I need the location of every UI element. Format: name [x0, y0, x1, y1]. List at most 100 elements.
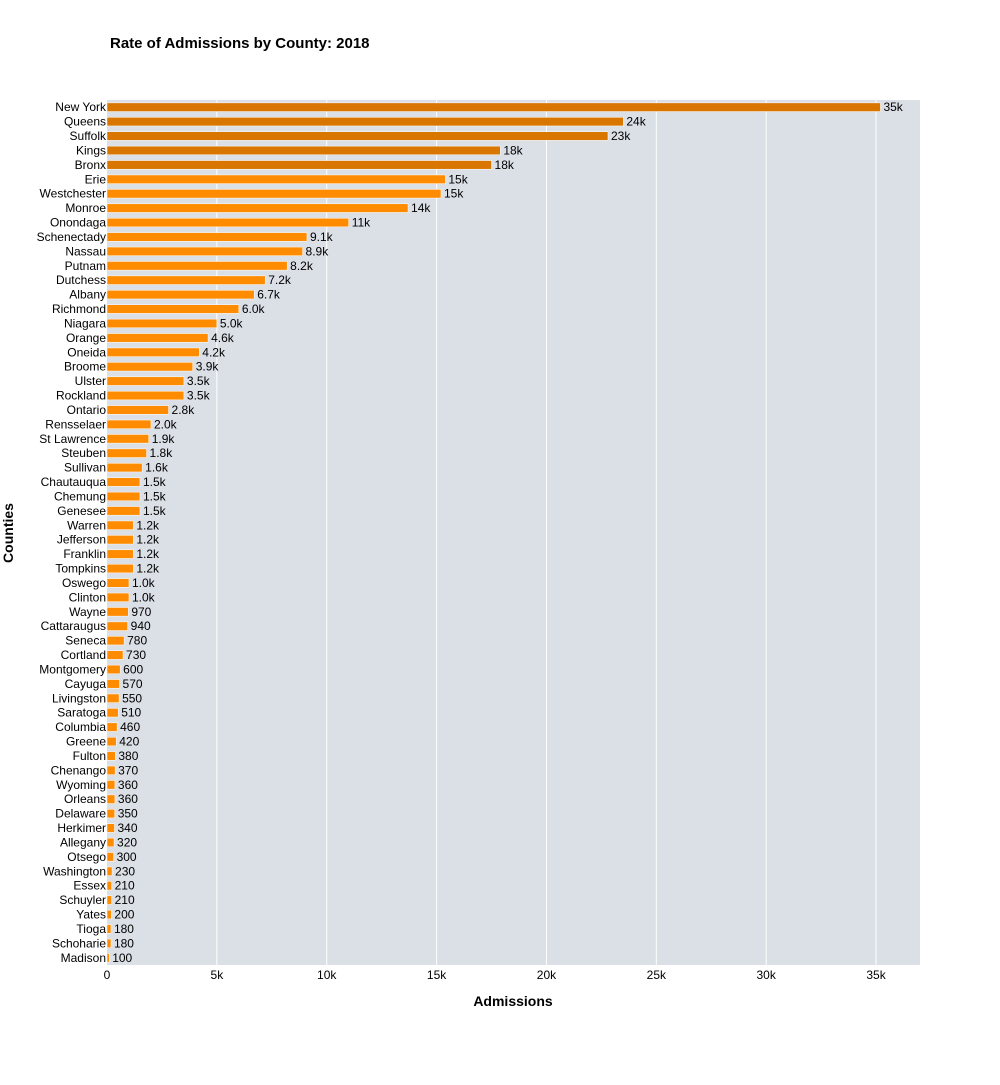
- bar[interactable]: [106, 520, 134, 530]
- bar-value-label: 1.5k: [143, 504, 167, 518]
- y-tick-label: Albany: [69, 288, 106, 302]
- x-axis-ticks: 0 5k 10k 15k 20k 25k 30k 35k: [104, 968, 887, 982]
- bar[interactable]: [106, 318, 218, 329]
- bar-value-label: 300: [117, 850, 137, 864]
- y-tick-label: Suffolk: [70, 129, 107, 143]
- y-tick-label: Clinton: [69, 590, 106, 604]
- y-tick-label: Steuben: [61, 446, 106, 460]
- bar[interactable]: [106, 347, 200, 357]
- bar-value-label: 14k: [411, 201, 431, 215]
- bar-value-label: 1.6k: [145, 461, 169, 475]
- y-tick-label: Otsego: [67, 850, 106, 864]
- bar[interactable]: [106, 160, 492, 170]
- bar[interactable]: [106, 117, 624, 127]
- bar-value-label: 1.2k: [136, 562, 160, 576]
- bar[interactable]: [106, 145, 501, 156]
- bar-value-label: 360: [118, 792, 138, 806]
- y-tick-label: Monroe: [65, 201, 106, 215]
- bar[interactable]: [106, 189, 442, 199]
- bar[interactable]: [106, 881, 112, 891]
- bar[interactable]: [106, 333, 209, 343]
- bar-value-label: 4.6k: [211, 331, 235, 345]
- bar[interactable]: [106, 390, 185, 401]
- bar[interactable]: [106, 131, 609, 141]
- bar[interactable]: [106, 636, 125, 646]
- bar[interactable]: [106, 809, 115, 819]
- y-tick-label: Cortland: [61, 648, 106, 662]
- bar[interactable]: [106, 895, 112, 905]
- bar[interactable]: [106, 419, 152, 429]
- bar[interactable]: [106, 664, 121, 675]
- bar[interactable]: [106, 794, 116, 804]
- bar[interactable]: [106, 751, 116, 761]
- y-tick-label: Greene: [66, 735, 106, 749]
- bar[interactable]: [106, 693, 120, 703]
- bar[interactable]: [106, 217, 349, 228]
- bar[interactable]: [106, 246, 303, 256]
- bar[interactable]: [106, 376, 185, 386]
- bar[interactable]: [106, 650, 124, 660]
- y-tick-label: Livingston: [52, 691, 106, 705]
- bar[interactable]: [106, 290, 255, 300]
- bar[interactable]: [106, 174, 446, 184]
- y-tick-label: St Lawrence: [39, 432, 106, 446]
- bar[interactable]: [106, 261, 288, 271]
- y-tick-label: Cayuga: [65, 677, 107, 691]
- x-tick-label: 15k: [427, 968, 447, 982]
- bar[interactable]: [106, 102, 881, 112]
- chart-title: Rate of Admissions by County: 2018: [110, 35, 370, 52]
- y-tick-label: Jefferson: [57, 533, 106, 547]
- bar[interactable]: [106, 953, 110, 963]
- bar[interactable]: [106, 477, 141, 487]
- y-tick-label: Wayne: [69, 605, 106, 619]
- bar-value-label: 6.0k: [242, 302, 266, 316]
- bar[interactable]: [106, 607, 129, 617]
- y-tick-label: Yates: [76, 908, 106, 922]
- bar[interactable]: [106, 852, 114, 862]
- bar[interactable]: [106, 448, 147, 458]
- bar[interactable]: [106, 708, 119, 718]
- bar-value-label: 380: [118, 749, 138, 763]
- bar[interactable]: [106, 203, 409, 213]
- bar-value-label: 8.9k: [306, 244, 330, 258]
- bar[interactable]: [106, 837, 115, 848]
- y-tick-label: Ulster: [75, 374, 106, 388]
- bar[interactable]: [106, 679, 120, 689]
- bar[interactable]: [106, 823, 115, 833]
- bar[interactable]: [106, 549, 134, 559]
- bar[interactable]: [106, 765, 116, 775]
- bar[interactable]: [106, 275, 266, 285]
- bar-value-label: 15k: [444, 187, 464, 201]
- bar-value-label: 1.2k: [136, 533, 160, 547]
- bar[interactable]: [106, 563, 134, 574]
- bar[interactable]: [106, 722, 118, 732]
- bar[interactable]: [106, 909, 112, 920]
- y-tick-label: Tompkins: [55, 562, 106, 576]
- bar[interactable]: [106, 866, 113, 876]
- y-tick-label: Schoharie: [52, 936, 106, 950]
- bar[interactable]: [106, 304, 240, 314]
- y-tick-label: Oswego: [62, 576, 106, 590]
- bar[interactable]: [106, 434, 149, 444]
- bar-value-label: 35k: [883, 100, 903, 114]
- bar[interactable]: [106, 924, 112, 934]
- y-tick-label: Putnam: [65, 259, 106, 273]
- bar-value-label: 4.2k: [202, 345, 226, 359]
- bar[interactable]: [106, 621, 128, 631]
- bar-value-label: 180: [114, 936, 134, 950]
- bar[interactable]: [106, 736, 117, 747]
- bar[interactable]: [106, 405, 169, 415]
- bar[interactable]: [106, 592, 130, 602]
- y-tick-label: Onondaga: [50, 216, 106, 230]
- bar[interactable]: [106, 578, 130, 588]
- bar[interactable]: [106, 506, 141, 516]
- bar[interactable]: [106, 232, 308, 242]
- bar[interactable]: [106, 780, 116, 790]
- y-tick-label: Niagara: [64, 316, 106, 330]
- bar[interactable]: [106, 463, 143, 473]
- bar[interactable]: [106, 491, 141, 502]
- bar[interactable]: [106, 362, 193, 372]
- bar[interactable]: [106, 938, 112, 948]
- bar[interactable]: [106, 535, 134, 545]
- bar-value-label: 600: [123, 662, 143, 676]
